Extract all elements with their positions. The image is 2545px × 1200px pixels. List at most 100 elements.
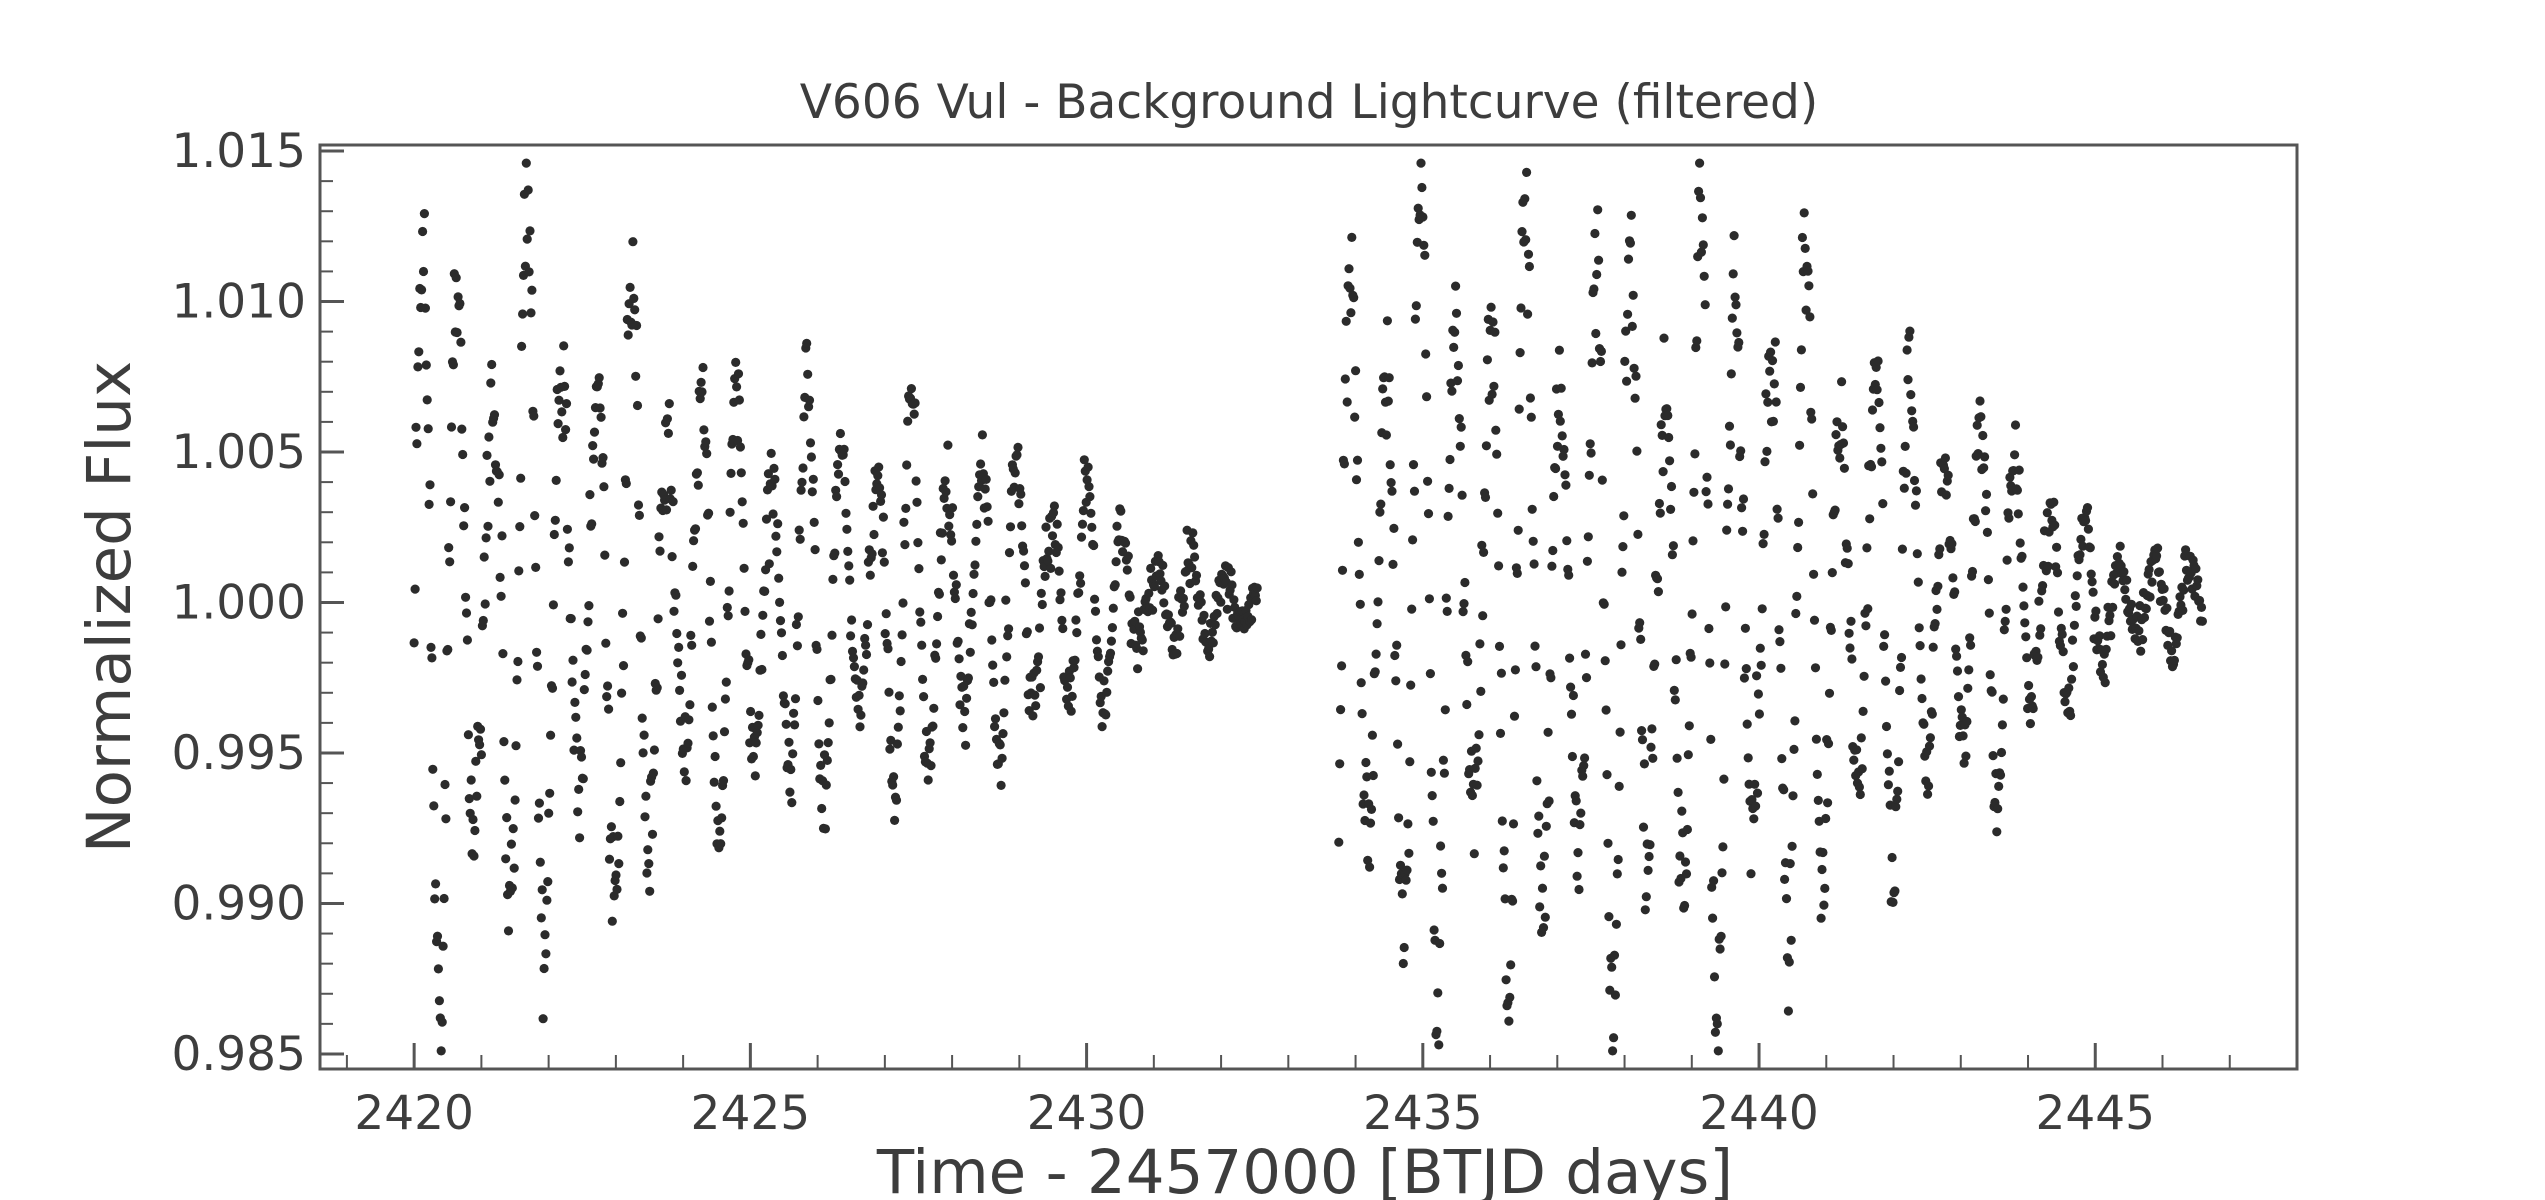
data-point	[1457, 490, 1467, 500]
data-point	[954, 654, 964, 664]
data-point	[943, 440, 953, 450]
data-point	[2167, 646, 2177, 656]
data-point	[1116, 506, 1126, 516]
data-point	[629, 293, 639, 303]
data-point	[661, 505, 672, 515]
data-point	[1408, 535, 1418, 545]
data-point	[1449, 342, 1459, 352]
data-point	[1941, 490, 1951, 500]
data-point	[1443, 511, 1453, 521]
data-point	[599, 482, 609, 492]
data-point	[990, 714, 1001, 724]
data-point	[1361, 757, 1371, 768]
data-point	[423, 424, 433, 434]
data-point	[793, 612, 803, 622]
data-point	[636, 633, 646, 643]
data-point	[1881, 676, 1891, 686]
data-point	[1930, 619, 1940, 629]
data-point	[833, 469, 844, 479]
data-point	[1925, 733, 1935, 743]
data-point	[1410, 314, 1420, 324]
data-point	[1387, 486, 1397, 496]
data-point	[2097, 659, 2107, 670]
data-point	[432, 931, 443, 941]
data-point	[1013, 442, 1023, 452]
data-point	[902, 460, 912, 470]
data-point	[1816, 913, 1826, 923]
data-point	[1101, 710, 1111, 720]
data-point	[531, 562, 541, 573]
data-point	[1855, 789, 1865, 800]
data-point	[533, 813, 544, 823]
data-point	[1014, 499, 1024, 509]
data-point	[1621, 326, 1631, 336]
data-point	[568, 655, 578, 665]
data-point	[883, 644, 893, 654]
data-point	[1686, 652, 1696, 662]
data-point	[1190, 552, 1200, 562]
data-point	[948, 570, 959, 580]
data-point	[790, 720, 800, 730]
data-point	[2038, 581, 2048, 591]
data-point	[775, 616, 786, 626]
data-point	[1614, 781, 1624, 792]
data-point	[915, 607, 925, 617]
data-point	[1728, 269, 1738, 279]
data-point	[967, 620, 977, 630]
data-point	[469, 851, 479, 861]
data-point	[772, 547, 782, 557]
data-point	[1099, 676, 1109, 686]
data-point	[1481, 441, 1491, 451]
data-point	[1408, 460, 1419, 470]
data-point	[1411, 301, 1421, 311]
data-point	[612, 884, 622, 895]
data-point	[1983, 575, 1993, 585]
data-point	[919, 692, 929, 702]
data-point	[1539, 851, 1549, 861]
data-point	[1417, 182, 1427, 193]
data-point	[958, 723, 968, 733]
data-point	[1495, 728, 1506, 739]
data-point	[1404, 848, 1414, 858]
data-point	[2172, 633, 2182, 643]
data-point	[998, 729, 1008, 739]
data-points	[409, 158, 2207, 1056]
data-point	[1845, 643, 1855, 653]
data-point	[1517, 227, 1527, 237]
data-point	[1771, 397, 1781, 407]
data-point	[1536, 861, 1546, 871]
data-point	[1062, 682, 1073, 692]
data-point	[2193, 575, 2203, 585]
data-point	[1681, 869, 1692, 879]
data-point	[754, 710, 764, 721]
data-point	[1429, 925, 1439, 935]
data-point	[1189, 540, 1199, 550]
data-point	[1702, 472, 1712, 482]
data-point	[1590, 228, 1600, 239]
data-point	[876, 490, 887, 500]
data-point	[2169, 655, 2179, 666]
data-point	[1533, 828, 1543, 838]
data-point	[1752, 671, 1762, 681]
data-point	[847, 615, 857, 625]
data-point	[1788, 791, 1798, 801]
data-point	[2120, 585, 2130, 595]
data-point	[1172, 648, 1182, 659]
x-tick-label: 2440	[1699, 1086, 1819, 1141]
data-point	[1516, 303, 1526, 313]
data-point	[817, 803, 827, 814]
data-point	[1717, 868, 1727, 878]
data-point	[1713, 1046, 1723, 1056]
data-point	[996, 780, 1006, 791]
data-point	[1388, 559, 1398, 570]
data-point	[1019, 561, 1030, 571]
data-point	[752, 728, 762, 738]
data-point	[971, 536, 981, 546]
data-point	[999, 708, 1009, 718]
data-point	[535, 857, 545, 867]
data-point	[1739, 673, 1749, 683]
data-point	[527, 285, 537, 295]
data-point	[1780, 874, 1790, 885]
data-point	[1148, 605, 1158, 615]
data-point	[751, 738, 761, 748]
